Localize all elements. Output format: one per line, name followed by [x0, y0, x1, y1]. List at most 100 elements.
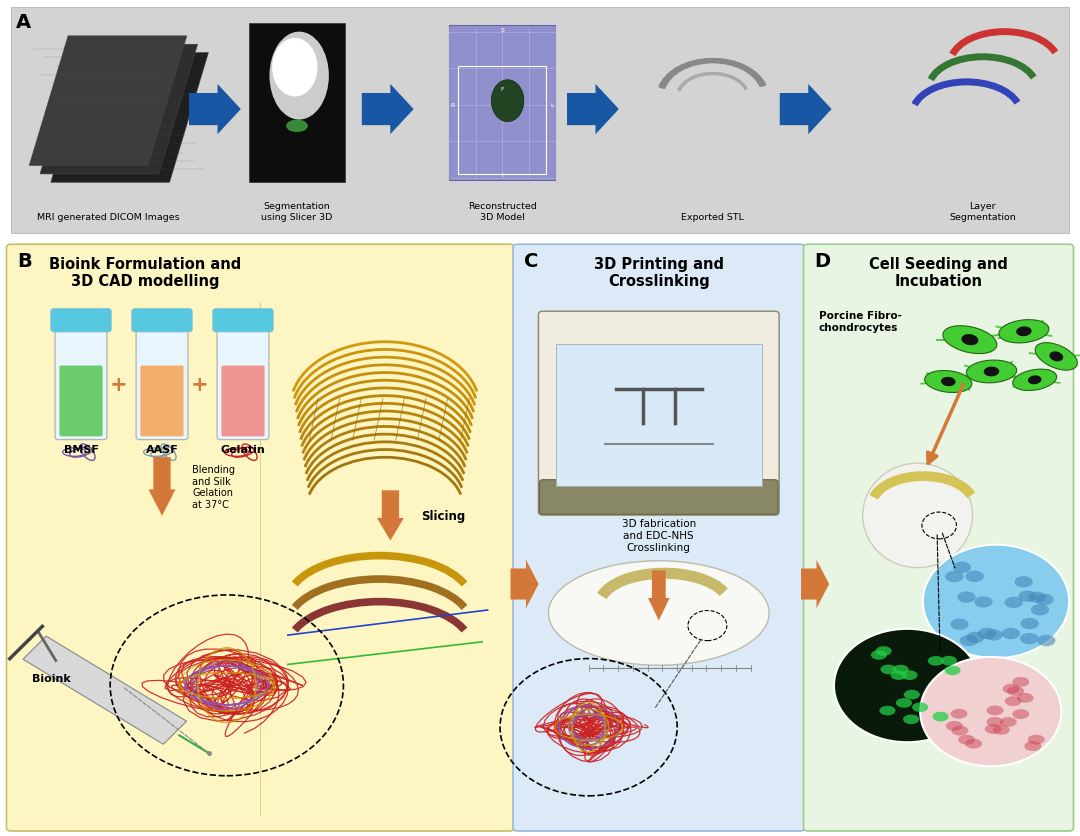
Ellipse shape: [928, 656, 944, 665]
Text: B: B: [17, 252, 32, 271]
FancyBboxPatch shape: [449, 26, 555, 181]
Text: F: F: [500, 87, 504, 91]
Polygon shape: [23, 636, 187, 744]
Text: Exported STL: Exported STL: [681, 212, 744, 222]
Ellipse shape: [951, 726, 969, 736]
Ellipse shape: [966, 571, 984, 583]
Ellipse shape: [1012, 709, 1029, 719]
Polygon shape: [780, 84, 832, 135]
Circle shape: [920, 657, 1062, 767]
Ellipse shape: [1036, 344, 1078, 370]
Ellipse shape: [961, 334, 978, 346]
Ellipse shape: [945, 571, 963, 583]
Ellipse shape: [943, 326, 997, 354]
Text: D: D: [814, 252, 831, 271]
Ellipse shape: [960, 635, 978, 646]
Ellipse shape: [966, 739, 982, 749]
Ellipse shape: [958, 735, 975, 745]
Text: MRI generated DICOM Images: MRI generated DICOM Images: [37, 212, 179, 222]
FancyBboxPatch shape: [136, 327, 188, 441]
Polygon shape: [377, 491, 404, 541]
Ellipse shape: [967, 632, 985, 644]
Ellipse shape: [893, 665, 908, 675]
FancyBboxPatch shape: [221, 366, 265, 437]
Ellipse shape: [950, 709, 968, 719]
Ellipse shape: [879, 706, 895, 716]
Ellipse shape: [950, 619, 969, 630]
Text: L: L: [550, 104, 554, 108]
Ellipse shape: [1004, 597, 1023, 609]
Ellipse shape: [986, 706, 1003, 716]
Ellipse shape: [993, 725, 1010, 735]
FancyBboxPatch shape: [249, 23, 345, 182]
FancyBboxPatch shape: [556, 344, 761, 487]
Ellipse shape: [270, 33, 329, 120]
Text: +: +: [191, 375, 208, 395]
Ellipse shape: [1024, 742, 1041, 751]
Text: I: I: [501, 173, 503, 178]
Polygon shape: [189, 84, 241, 135]
Text: Reconstructed
3D Model: Reconstructed 3D Model: [468, 202, 537, 222]
FancyBboxPatch shape: [804, 245, 1074, 831]
Ellipse shape: [984, 367, 999, 377]
Ellipse shape: [870, 650, 887, 660]
FancyBboxPatch shape: [59, 366, 103, 437]
Ellipse shape: [946, 721, 963, 731]
FancyBboxPatch shape: [6, 245, 514, 831]
Text: 3D fabrication
and EDC-NHS
Crosslinking: 3D fabrication and EDC-NHS Crosslinking: [622, 519, 696, 552]
Ellipse shape: [1036, 594, 1054, 605]
Ellipse shape: [1018, 591, 1037, 602]
Ellipse shape: [986, 717, 1003, 727]
Ellipse shape: [272, 38, 318, 97]
Text: Slicing: Slicing: [421, 509, 464, 522]
Text: A: A: [16, 13, 31, 32]
Ellipse shape: [1030, 604, 1049, 615]
Ellipse shape: [880, 665, 896, 675]
Circle shape: [922, 545, 1069, 658]
Ellipse shape: [1013, 370, 1056, 391]
FancyBboxPatch shape: [132, 309, 192, 333]
Text: R: R: [450, 104, 455, 108]
Ellipse shape: [985, 724, 1001, 734]
Ellipse shape: [1016, 693, 1034, 703]
Polygon shape: [567, 84, 619, 135]
Text: BMSF: BMSF: [64, 444, 98, 454]
Ellipse shape: [957, 592, 975, 603]
Text: Bioink: Bioink: [32, 673, 71, 683]
Polygon shape: [149, 457, 176, 516]
Text: Bioink Formulation and
3D CAD modelling: Bioink Formulation and 3D CAD modelling: [50, 257, 242, 289]
Ellipse shape: [1028, 376, 1041, 385]
FancyBboxPatch shape: [11, 8, 1069, 234]
Ellipse shape: [941, 656, 957, 665]
Ellipse shape: [1050, 352, 1063, 362]
Text: AASF: AASF: [146, 444, 178, 454]
Ellipse shape: [1016, 327, 1031, 337]
Polygon shape: [511, 560, 539, 609]
Ellipse shape: [932, 712, 948, 721]
Ellipse shape: [1002, 684, 1020, 694]
Text: Cell Seeding and
Incubation: Cell Seeding and Incubation: [869, 257, 1008, 289]
Ellipse shape: [863, 464, 972, 568]
Ellipse shape: [985, 630, 1002, 641]
Ellipse shape: [1000, 717, 1016, 727]
Text: Gelatin: Gelatin: [220, 444, 266, 454]
Text: Porcine Fibro-
chondrocytes: Porcine Fibro- chondrocytes: [819, 311, 902, 333]
Polygon shape: [648, 571, 670, 621]
Text: Layer
Segmentation: Layer Segmentation: [949, 202, 1016, 222]
Text: Segmentation
using Slicer 3D: Segmentation using Slicer 3D: [261, 202, 333, 222]
FancyBboxPatch shape: [513, 245, 805, 831]
Text: 3D Printing and
Crosslinking: 3D Printing and Crosslinking: [594, 257, 724, 289]
FancyBboxPatch shape: [540, 480, 778, 515]
Polygon shape: [801, 560, 829, 609]
Ellipse shape: [1021, 618, 1039, 630]
Ellipse shape: [903, 715, 919, 724]
Ellipse shape: [1007, 686, 1024, 696]
Ellipse shape: [549, 561, 769, 665]
FancyBboxPatch shape: [539, 312, 779, 516]
FancyBboxPatch shape: [213, 309, 273, 333]
Ellipse shape: [904, 690, 920, 700]
Ellipse shape: [876, 646, 892, 656]
Circle shape: [834, 629, 981, 742]
Ellipse shape: [977, 628, 996, 640]
Polygon shape: [29, 37, 187, 166]
